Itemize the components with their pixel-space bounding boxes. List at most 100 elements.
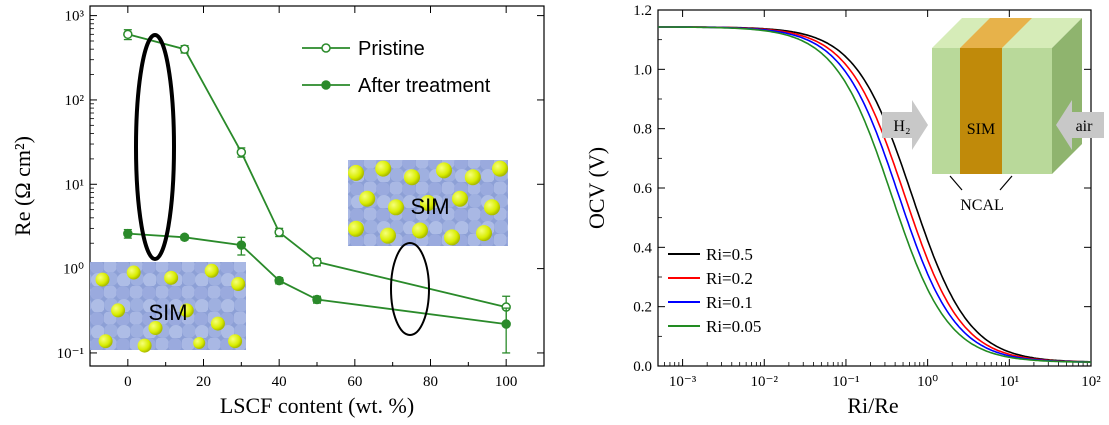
left-legend: Pristine After treatment	[302, 38, 491, 97]
ocv-curve-3	[658, 26, 1091, 363]
lscf-particle	[179, 303, 194, 318]
lscf-particle	[164, 270, 179, 285]
data-point	[236, 147, 247, 157]
left-x-tick-label: 20	[196, 374, 211, 390]
right-x-tick-label: 10¹	[1000, 374, 1020, 390]
data-point	[123, 29, 133, 40]
right-chart: 10⁻³ 10⁻² 10⁻¹ 10⁰ 10¹ 10² 0.0 0.2 0.4 0.6 0.8 1.0 1…	[584, 3, 1104, 418]
legend-marker	[321, 43, 331, 53]
left-x-tick-label: 100	[495, 374, 518, 390]
h2-arrow	[882, 100, 928, 150]
right-x-tick-label: 10⁻¹	[832, 374, 859, 390]
legend-marker	[321, 80, 331, 90]
right-legend: Ri=0.5 Ri=0.2 Ri=0.1 Ri=0.05	[668, 245, 761, 336]
lscf-particle	[126, 265, 141, 280]
ellipse-annotation-large	[134, 33, 176, 261]
sim-inset-upper: SIM	[348, 160, 508, 246]
cell-sim-layer	[960, 48, 1002, 174]
lscf-particle	[193, 336, 206, 349]
lscf-particle	[484, 199, 500, 216]
lscf-particle	[492, 160, 508, 177]
ncal-pointer-left	[949, 175, 963, 191]
lscf-particle	[412, 222, 428, 239]
right-y-tick-label: 0.4	[633, 240, 652, 256]
legend-label: Ri=0.05	[706, 317, 761, 336]
left-chart: 0 20 40 60 80 100 10⁻¹ 10⁰ 10¹ 10² 10³ SIM SIM Pri…	[10, 5, 545, 418]
lscf-particle	[210, 316, 225, 331]
left-series-line-1	[127, 232, 507, 325]
right-x-tick-label: 10⁻²	[751, 374, 779, 390]
lscf-particle	[476, 225, 492, 242]
left-series-line-0	[127, 33, 507, 308]
left-axis-ticks: 0 20 40 60 80 100 10⁻¹ 10⁰ 10¹ 10² 10³	[57, 6, 545, 390]
data-point	[236, 240, 247, 250]
lscf-particle	[375, 160, 392, 177]
inset-label-sim: SIM	[967, 121, 995, 138]
left-y-axis-label: Re (Ω cm²)	[10, 136, 35, 236]
right-x-tick-label: 10⁰	[917, 374, 938, 390]
lscf-particle	[137, 338, 152, 353]
right-y-axis-label: OCV (V)	[584, 147, 609, 229]
legend-label: Ri=0.1	[706, 293, 753, 312]
lscf-particle	[148, 321, 163, 335]
lscf-particle	[444, 229, 460, 246]
data-point	[312, 257, 322, 267]
left-x-axis-label: LSCF content (wt. %)	[220, 393, 414, 418]
right-y-tick-label: 1.2	[633, 3, 652, 19]
data-point	[501, 319, 511, 329]
data-point	[179, 232, 190, 243]
lscf-particle	[420, 195, 436, 211]
lscf-particle	[348, 220, 364, 237]
left-x-tick-label: 60	[347, 374, 362, 390]
lscf-particle	[228, 334, 243, 349]
right-y-tick-label: 0.0	[633, 359, 652, 375]
air-arrow	[1056, 100, 1104, 150]
ellipse-annotation-small	[390, 242, 430, 336]
lscf-particle	[95, 272, 110, 287]
legend-label: Pristine	[358, 38, 425, 60]
lscf-particle	[404, 169, 420, 186]
right-y-tick-label: 0.8	[633, 122, 652, 138]
left-x-tick-label: 80	[423, 374, 438, 390]
right-x-tick-label: 10⁻³	[669, 374, 697, 390]
right-y-tick-label: 0.6	[633, 181, 652, 197]
right-x-axis-label: Ri/Re	[847, 393, 898, 418]
lscf-particle	[231, 277, 246, 291]
legend-label: Ri=0.2	[706, 269, 753, 288]
lscf-particle	[111, 303, 126, 318]
left-x-tick-label: 40	[272, 374, 287, 390]
left-y-tick-label: 10³	[65, 9, 85, 25]
lscf-particle	[464, 169, 481, 186]
lscf-particle	[436, 162, 452, 179]
left-y-tick-label: 10⁻¹	[57, 346, 84, 362]
data-point	[123, 228, 133, 239]
right-y-tick-label: 1.0	[633, 62, 652, 78]
cell-top-sim	[960, 18, 1032, 48]
data-point	[179, 44, 190, 54]
left-y-tick-label: 10¹	[65, 177, 85, 193]
legend-label: After treatment	[358, 75, 491, 97]
left-y-tick-label: 10²	[65, 93, 85, 109]
left-series-group	[123, 29, 511, 354]
inset-label-air: air	[1076, 118, 1094, 135]
left-y-tick-label: 10⁰	[63, 262, 84, 278]
right-axis-ticks: 10⁻³ 10⁻² 10⁻¹ 10⁰ 10¹ 10² 0.0 0.2 0.4 0.6 0.8 1.0 1…	[633, 3, 1101, 390]
cell-inset: H₂ SIM air NCAL	[882, 18, 1104, 214]
lscf-particle	[452, 190, 468, 207]
inset-label-ncal: NCAL	[960, 197, 1004, 214]
sim-inset-label: SIM	[410, 194, 449, 219]
lscf-particle	[359, 190, 376, 207]
sim-inset-lower: SIM	[90, 262, 246, 353]
right-x-tick-label: 10²	[1081, 374, 1101, 390]
left-x-tick-label: 0	[124, 374, 132, 390]
inset-label-h2: H₂	[893, 118, 910, 135]
data-point	[274, 227, 284, 237]
lscf-particle	[388, 199, 404, 216]
right-series-group	[658, 26, 1092, 363]
legend-label: Ri=0.5	[706, 245, 753, 264]
lscf-particle	[204, 263, 219, 278]
lscf-particle	[380, 227, 396, 244]
ncal-pointer-right	[999, 175, 1013, 191]
right-y-tick-label: 0.2	[633, 300, 652, 316]
